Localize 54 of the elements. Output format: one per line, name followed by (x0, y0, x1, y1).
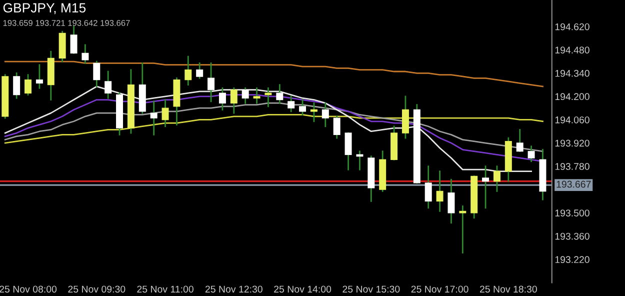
candlestick (13, 72, 20, 99)
candlestick (322, 102, 329, 128)
y-tick-label: 194.340 (555, 70, 590, 77)
candlestick (70, 26, 78, 54)
text: 193.659 193.721 193.642 193.667 (3, 20, 130, 26)
line-series (4, 60, 544, 88)
y-tick-label: 194.480 (555, 46, 590, 54)
candlestick (436, 170, 444, 212)
candlestick (299, 99, 306, 116)
y-tick-label: 194.620 (555, 23, 590, 30)
line-series (4, 102, 544, 152)
x-tick-label: 25 Nov 11:00 (137, 286, 194, 293)
candlestick (208, 62, 215, 102)
x-tick-label: 25 Nov 08:00 (0, 286, 57, 293)
candlestick (253, 87, 260, 104)
candlestick (516, 129, 524, 152)
candlestick (402, 96, 409, 139)
y-tick-label: 194.200 (555, 93, 590, 100)
candlestick (150, 100, 158, 136)
candlestick (288, 96, 295, 112)
candlestick (424, 166, 432, 209)
candlestick (448, 178, 455, 224)
x-tick-label: 25 Nov 09:30 (68, 286, 126, 293)
candlestick (333, 116, 340, 139)
chart-title: GBPJPY, M15 (3, 3, 86, 14)
y-tick-label: 193.500 (555, 210, 590, 216)
x-tick-label: 25 Nov 15:30 (342, 286, 400, 293)
candlestick (24, 74, 32, 96)
x-tick-label: 25 Nov 14:00 (274, 286, 332, 293)
ref-line-label: 193.667 (556, 180, 591, 188)
candlestick (242, 87, 249, 104)
candlestick (493, 166, 500, 192)
candlestick (93, 60, 100, 88)
y-tick-label: 193.360 (555, 232, 590, 240)
candlestick (482, 166, 490, 209)
candlestick (162, 99, 169, 128)
y-tick-label: 193.220 (555, 256, 590, 264)
candlestick (230, 87, 238, 114)
candlestick (82, 44, 89, 64)
y-tick-label: 194.060 (555, 116, 590, 124)
y-tick-label: 193.780 (555, 163, 590, 170)
candlestick (528, 146, 535, 162)
x-tick-label: 25 Nov 17:00 (411, 286, 468, 293)
x-tick-label: 25 Nov 18:30 (480, 286, 537, 293)
candlestick (196, 62, 204, 79)
candlestick (36, 64, 43, 89)
candlestick (276, 84, 284, 104)
candlestick (344, 132, 352, 170)
candlestick (104, 70, 112, 99)
candlestick (218, 87, 226, 110)
candlestick (310, 102, 318, 122)
x-tick-label: 25 Nov 12:30 (205, 286, 262, 293)
y-tick-label: 193.920 (555, 140, 590, 147)
candlestick (184, 56, 192, 86)
